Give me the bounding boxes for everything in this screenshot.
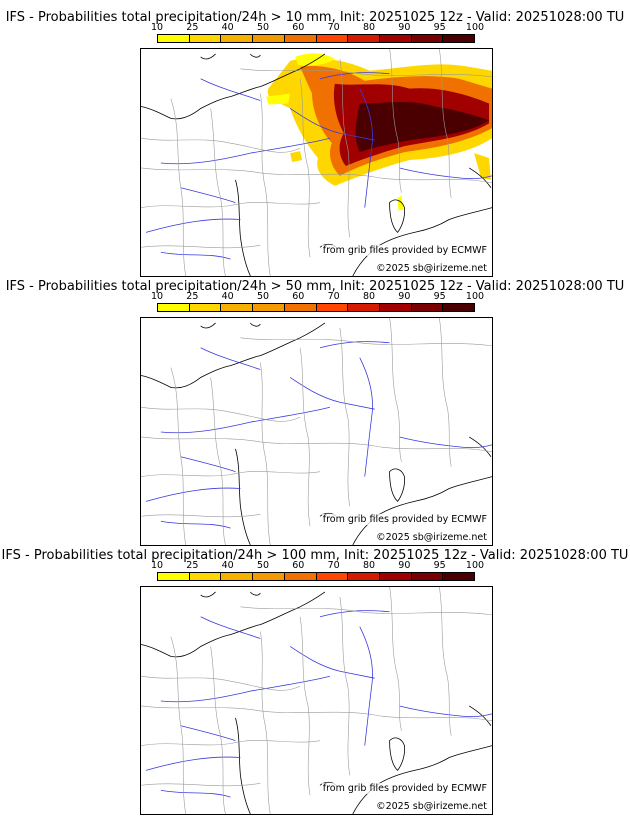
map-panel-100mm: IFS - Probabilities total precipitation/… — [0, 538, 630, 815]
panel-title: IFS - Probabilities total precipitation/… — [5, 279, 625, 294]
colorbar-label: 60 — [292, 22, 305, 33]
colorbar-segment — [158, 35, 190, 42]
colorbar-labels: 10 25 40 50 60 70 80 90 95 100 — [151, 22, 484, 34]
colorbar-label: 100 — [465, 560, 485, 571]
map-frame: from grib files provided by ECMWF ©2025 … — [140, 317, 493, 546]
credit-source: from grib files provided by ECMWF — [321, 783, 488, 794]
colorbar-label: 80 — [362, 560, 376, 571]
map-frame: from grib files provided by ECMWF ©2025 … — [140, 586, 493, 815]
coastlines — [141, 322, 492, 545]
colorbar-segment — [221, 304, 254, 311]
colorbar-segment — [221, 573, 254, 580]
colorbar-segment — [348, 573, 380, 580]
colorbar-label: 10 — [150, 22, 164, 33]
borders — [141, 318, 492, 545]
colorbar-label: 10 — [150, 560, 164, 571]
colorbar-segment — [348, 35, 380, 42]
colorbar-label: 10 — [150, 291, 164, 302]
credit-copyright: ©2025 sb@irizeme.net — [375, 532, 488, 543]
colorbar-segment — [379, 304, 412, 311]
coastlines — [141, 591, 492, 814]
colorbar-segment — [379, 573, 412, 580]
colorbar-label: 60 — [292, 291, 305, 302]
colorbar-label: 90 — [398, 560, 411, 571]
map-drawing — [141, 49, 492, 276]
credit-copyright: ©2025 sb@irizeme.net — [375, 263, 488, 274]
colorbar-label: 95 — [433, 560, 446, 571]
colorbar-label: 40 — [221, 291, 234, 302]
colorbar-segment — [379, 35, 412, 42]
colorbar-labels: 10 25 40 50 60 70 80 90 95 100 — [151, 560, 484, 572]
colorbar-segment — [284, 573, 317, 580]
colorbar-label: 70 — [327, 22, 340, 33]
precip-field — [266, 53, 492, 211]
colorbar — [157, 34, 475, 43]
panel-title: IFS - Probabilities total precipitation/… — [5, 10, 625, 25]
colorbar-segment — [158, 304, 190, 311]
rivers — [145, 341, 492, 529]
colorbar-label: 95 — [433, 22, 446, 33]
colorbar-segment — [189, 304, 222, 311]
colorbar-segment — [284, 35, 317, 42]
colorbar-label: 80 — [362, 291, 376, 302]
map-panel-50mm: IFS - Probabilities total precipitation/… — [0, 269, 630, 546]
colorbar-segment — [316, 304, 349, 311]
colorbar-segment — [189, 573, 222, 580]
colorbar-segment — [253, 35, 285, 42]
colorbar — [157, 303, 475, 312]
colorbar-segment — [411, 35, 444, 42]
colorbar-segment — [189, 35, 222, 42]
colorbar-label: 90 — [398, 291, 411, 302]
colorbar-label: 50 — [256, 22, 270, 33]
colorbar-label: 40 — [221, 560, 234, 571]
map-drawing — [141, 587, 492, 814]
colorbar-label: 40 — [221, 22, 234, 33]
colorbar-label: 50 — [256, 560, 270, 571]
colorbar-segment — [443, 35, 475, 42]
colorbar-label: 25 — [186, 22, 199, 33]
colorbar-segment — [221, 35, 254, 42]
colorbar-segment — [348, 304, 380, 311]
colorbar-labels: 10 25 40 50 60 70 80 90 95 100 — [151, 291, 484, 303]
colorbar-segment — [316, 573, 349, 580]
colorbar-label: 60 — [292, 560, 305, 571]
colorbar-label: 25 — [186, 560, 199, 571]
colorbar-label: 90 — [398, 22, 411, 33]
colorbar-label: 25 — [186, 291, 199, 302]
map-frame: from grib files provided by ECMWF ©2025 … — [140, 48, 493, 277]
rivers — [145, 610, 492, 798]
colorbar-segment — [411, 573, 444, 580]
colorbar-segment — [411, 304, 444, 311]
colorbar-segment — [284, 304, 317, 311]
colorbar-segment — [316, 35, 349, 42]
map-drawing — [141, 318, 492, 545]
borders — [141, 587, 492, 814]
colorbar-label: 70 — [327, 291, 340, 302]
colorbar-label: 50 — [256, 291, 270, 302]
colorbar-label: 95 — [433, 291, 446, 302]
colorbar — [157, 572, 475, 581]
rivers — [145, 72, 492, 260]
credit-copyright: ©2025 sb@irizeme.net — [375, 801, 488, 812]
colorbar-segment — [253, 304, 285, 311]
credit-source: from grib files provided by ECMWF — [321, 245, 488, 256]
colorbar-label: 100 — [465, 22, 485, 33]
colorbar-label: 80 — [362, 22, 376, 33]
panel-title: IFS - Probabilities total precipitation/… — [1, 548, 629, 563]
map-panel-10mm: IFS - Probabilities total precipitation/… — [0, 0, 630, 277]
colorbar-segment — [443, 304, 475, 311]
borders — [141, 49, 492, 276]
colorbar-segment — [443, 573, 475, 580]
colorbar-segment — [158, 573, 190, 580]
colorbar-segment — [253, 573, 285, 580]
colorbar-label: 70 — [327, 560, 340, 571]
colorbar-label: 100 — [465, 291, 485, 302]
credit-source: from grib files provided by ECMWF — [321, 514, 488, 525]
